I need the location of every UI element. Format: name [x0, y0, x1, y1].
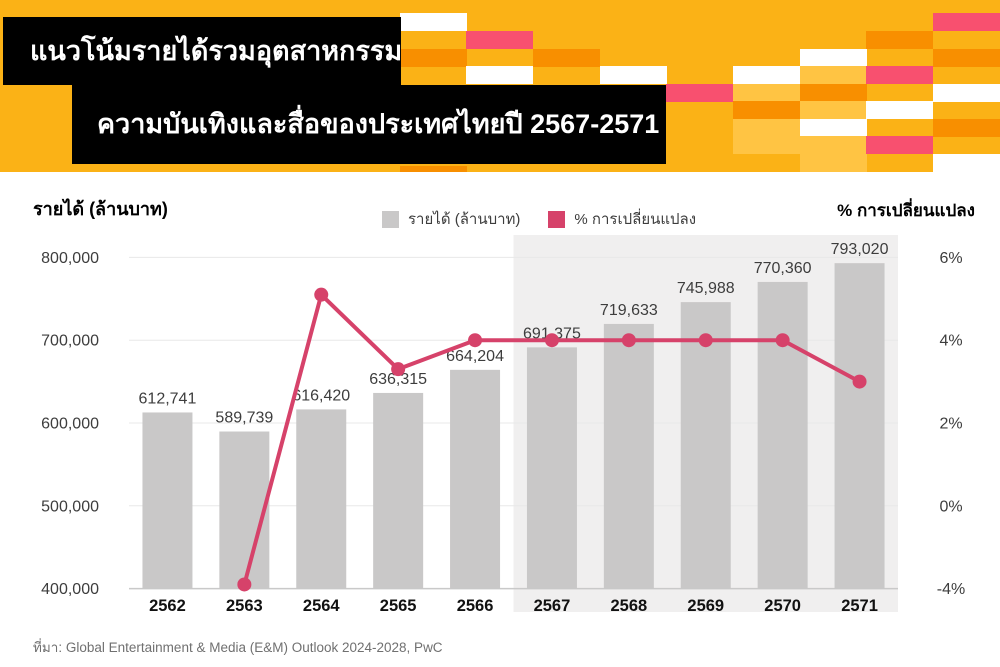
pct-tick-label: 2%	[939, 416, 962, 433]
bar-value-label: 664,204	[446, 348, 504, 365]
mosaic-tile-light_yellow	[800, 154, 867, 172]
bar	[834, 263, 885, 589]
line-point	[468, 333, 483, 348]
mosaic-tile-orange	[800, 84, 867, 102]
year-label: 2570	[764, 597, 801, 615]
header-banner: แนวโน้มรายได้รวมอุตสาหกรรม ความบันเทิงแล…	[0, 0, 1000, 172]
mosaic-tile-orange	[400, 49, 467, 67]
mosaic-tile-light_yellow	[800, 101, 867, 119]
mosaic-tile-pink	[933, 13, 1000, 31]
bar	[296, 409, 347, 589]
mosaic-tile-white	[400, 13, 467, 31]
line-point	[852, 374, 867, 389]
mosaic-tile-orange	[933, 49, 1000, 67]
revenue-swatch-icon	[382, 210, 399, 228]
mosaic-tile-white	[733, 66, 800, 84]
mosaic-tile-pink	[866, 66, 933, 84]
legend-label-revenue: รายได้ (ล้านบาท)	[408, 211, 521, 228]
mosaic-tile-pink	[466, 31, 533, 49]
pct-tick-label: -4%	[937, 581, 965, 598]
year-label: 2568	[610, 597, 647, 615]
mosaic-tile-pink	[666, 84, 733, 102]
y-tick-label: 800,000	[41, 250, 99, 267]
mosaic-tile-orange	[733, 101, 800, 119]
line-point	[314, 287, 329, 302]
mosaic-tile-light_yellow	[800, 136, 867, 154]
line-point	[391, 362, 406, 377]
line-point	[698, 333, 713, 348]
right-axis-title: % การเปลี่ยนแปลง	[837, 201, 975, 220]
legend-item-revenue: รายได้ (ล้านบาท)	[382, 207, 520, 231]
mosaic-tile-light_yellow	[733, 84, 800, 102]
year-label: 2571	[841, 597, 878, 615]
y-tick-label: 400,000	[41, 581, 99, 598]
mosaic-tile-white	[600, 66, 667, 84]
mosaic-tile-white	[800, 119, 867, 137]
bar-value-label: 616,420	[292, 387, 350, 404]
y-tick-label: 600,000	[41, 416, 99, 433]
year-label: 2566	[457, 597, 494, 615]
legend-item-change: % การเปลี่ยนแปลง	[548, 207, 696, 231]
line-point	[544, 333, 559, 348]
mosaic-tile-white	[466, 66, 533, 84]
bar	[757, 281, 808, 589]
source-note: ที่มา: Global Entertainment & Media (E&M…	[33, 640, 443, 655]
year-label: 2564	[303, 597, 341, 615]
bar-value-label: 636,315	[369, 371, 427, 388]
y-tick-label: 500,000	[41, 498, 99, 515]
mosaic-tile-orange	[400, 166, 467, 172]
page-title-line-1: แนวโน้มรายได้รวมอุตสาหกรรม	[30, 36, 403, 66]
bar	[603, 323, 654, 589]
line-point	[621, 333, 636, 348]
mosaic-tile-white	[933, 154, 1000, 172]
legend-label-change: % การเปลี่ยนแปลง	[574, 211, 697, 228]
year-label: 2562	[149, 597, 186, 615]
page-title-line-2: ความบันเทิงและสื่อของประเทศไทยปี 2567-25…	[97, 109, 660, 139]
mosaic-tile-pink	[866, 136, 933, 154]
year-label: 2565	[380, 597, 417, 615]
line-point	[775, 333, 790, 348]
pct-tick-label: 4%	[939, 333, 962, 350]
y-tick-label: 700,000	[41, 333, 99, 350]
bar	[680, 302, 731, 589]
bar-value-label: 745,988	[677, 280, 735, 297]
mosaic-tile-light_yellow	[733, 136, 800, 154]
change-swatch-icon	[548, 210, 566, 228]
title-block-1: แนวโน้มรายได้รวมอุตสาหกรรม	[3, 17, 403, 85]
bar	[142, 412, 193, 589]
bar-value-label: 589,739	[215, 409, 273, 426]
bar	[373, 392, 424, 589]
mosaic-tile-light_yellow	[733, 119, 800, 137]
mosaic-tile-orange	[933, 119, 1000, 137]
year-label: 2563	[226, 597, 263, 615]
year-label: 2569	[687, 597, 724, 615]
bar	[219, 431, 270, 589]
bar-value-label: 770,360	[754, 260, 812, 277]
left-axis-title: รายได้ (ล้านบาท)	[33, 199, 168, 219]
bar	[450, 369, 501, 589]
chart-legend: รายได้ (ล้านบาท) % การเปลี่ยนแปลง	[382, 207, 696, 231]
mosaic-tile-white	[866, 101, 933, 119]
pct-tick-label: 0%	[939, 498, 962, 515]
title-block-2: ความบันเทิงและสื่อของประเทศไทยปี 2567-25…	[72, 85, 666, 164]
mosaic-tile-light_yellow	[800, 66, 867, 84]
bar-value-label: 612,741	[139, 390, 197, 407]
pct-tick-label: 6%	[939, 250, 962, 267]
mosaic-tile-orange	[533, 49, 600, 67]
mosaic-tile-orange	[866, 31, 933, 49]
mosaic-tile-white	[933, 84, 1000, 102]
mosaic-tile-white	[800, 49, 867, 67]
bar	[526, 347, 577, 589]
line-point	[237, 577, 252, 592]
bar-value-label: 719,633	[600, 302, 658, 319]
year-label: 2567	[534, 597, 571, 615]
bar-value-label: 793,020	[831, 241, 889, 258]
